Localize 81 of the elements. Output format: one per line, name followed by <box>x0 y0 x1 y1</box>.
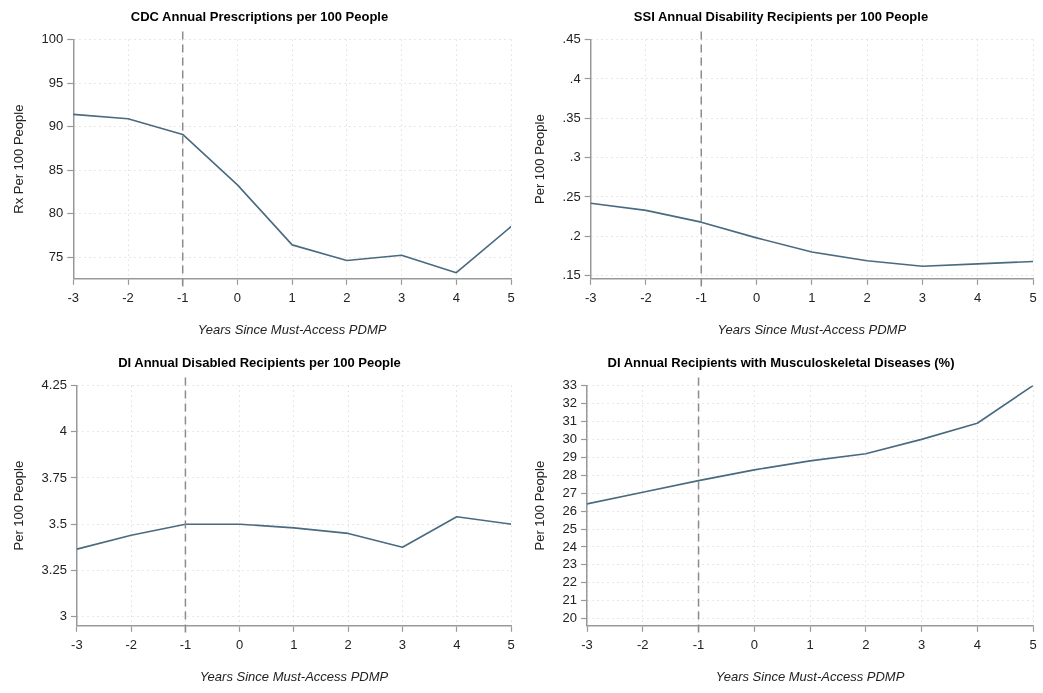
x-axis-title: Years Since Must-Access PDMP <box>717 321 907 337</box>
y-tick-label: 26 <box>562 502 578 518</box>
x-tick-label: 5 <box>1029 637 1037 653</box>
x-tick-label: 4 <box>452 290 460 306</box>
x-tick-label: 0 <box>236 637 244 653</box>
x-axis-title: Years Since Must-Access PDMP <box>197 321 387 337</box>
x-tick-label: 0 <box>750 637 758 653</box>
x-tick-label: 3 <box>398 637 407 653</box>
y-tick-label: 28 <box>562 466 578 482</box>
x-tick-label: 1 <box>806 637 814 653</box>
y-axis-title: Rx Per 100 People <box>11 104 27 214</box>
y-tick-label: 32 <box>562 395 578 411</box>
y-tick-label: 30 <box>562 430 578 446</box>
y-tick-label: .2 <box>569 227 581 243</box>
x-tick-label: 2 <box>862 637 870 653</box>
x-tick-label: 3 <box>397 290 406 306</box>
y-axis-title: Per 100 People <box>11 460 27 551</box>
y-tick-label: .35 <box>562 109 581 125</box>
y-tick-label: .3 <box>569 149 581 165</box>
chart-title: DI Annual Disabled Recipients per 100 People <box>118 355 401 371</box>
y-tick-label: .4 <box>569 70 581 86</box>
y-tick-label: 3.75 <box>41 469 67 485</box>
y-tick-label: .15 <box>562 267 581 283</box>
y-axis-title: Per 100 People <box>532 460 548 551</box>
x-tick-label: -3 <box>71 637 83 653</box>
x-tick-label: 5 <box>507 290 515 306</box>
y-tick-label: 3.5 <box>48 515 67 531</box>
y-tick-label: 23 <box>562 556 578 572</box>
x-tick-label: 3 <box>917 637 926 653</box>
y-tick-label: 21 <box>562 592 578 608</box>
x-tick-label: -2 <box>637 637 649 653</box>
y-tick-label: 22 <box>562 574 578 590</box>
x-tick-label: 1 <box>288 290 296 306</box>
y-tick-label: 3.25 <box>41 561 67 577</box>
chart-title: CDC Annual Prescriptions per 100 People <box>130 9 389 25</box>
x-tick-label: -3 <box>67 290 80 306</box>
x-tick-label: 4 <box>973 637 981 653</box>
x-tick-label: -3 <box>581 637 593 653</box>
y-tick-label: 25 <box>562 520 578 536</box>
y-tick-label: 29 <box>562 448 578 464</box>
y-tick-label: 90 <box>48 118 64 134</box>
x-tick-label: 3 <box>918 290 927 306</box>
y-tick-label: 95 <box>48 74 64 90</box>
y-tick-label: 33 <box>562 377 578 393</box>
y-tick-label: 27 <box>562 484 578 500</box>
chart-title: DI Annual Recipients with Musculoskeletal Diseases (%) <box>607 355 955 371</box>
y-tick-label: 31 <box>562 413 578 429</box>
y-tick-label: 20 <box>562 610 578 626</box>
x-tick-label: -1 <box>179 637 192 653</box>
x-tick-label: 5 <box>1029 290 1037 306</box>
x-tick-label: 2 <box>863 290 871 306</box>
x-tick-label: -1 <box>176 290 189 306</box>
x-tick-label: -2 <box>122 290 134 306</box>
y-tick-label: 4 <box>59 423 67 439</box>
x-tick-label: 2 <box>343 290 351 306</box>
y-tick-label: 75 <box>48 248 64 264</box>
y-tick-label: 4.25 <box>41 377 67 393</box>
y-axis-title: Per 100 People <box>532 114 548 205</box>
y-tick-label: .25 <box>562 188 581 204</box>
x-axis-title: Years Since Must-Access PDMP <box>715 668 905 684</box>
y-tick-label: 80 <box>48 205 64 221</box>
x-tick-label: 4 <box>974 290 982 306</box>
x-tick-label: 0 <box>233 290 242 306</box>
x-axis-title: Years Since Must-Access PDMP <box>199 668 389 684</box>
x-tick-label: -2 <box>125 637 137 653</box>
x-tick-label: -1 <box>692 637 705 653</box>
x-tick-label: 1 <box>808 290 816 306</box>
x-tick-label: 0 <box>752 290 761 306</box>
y-tick-label: 3 <box>59 608 67 624</box>
chart-title: SSI Annual Disability Recipients per 100 People <box>633 9 929 25</box>
x-tick-label: -1 <box>695 290 708 306</box>
x-tick-label: -3 <box>584 290 597 306</box>
x-tick-label: 4 <box>453 637 461 653</box>
x-tick-label: 5 <box>507 637 515 653</box>
x-tick-label: -2 <box>640 290 652 306</box>
y-tick-label: 100 <box>41 31 64 47</box>
y-tick-label: .45 <box>562 31 581 47</box>
x-tick-label: 1 <box>290 637 298 653</box>
x-tick-label: 2 <box>344 637 352 653</box>
y-tick-label: 85 <box>48 161 64 177</box>
y-tick-label: 24 <box>562 538 578 554</box>
